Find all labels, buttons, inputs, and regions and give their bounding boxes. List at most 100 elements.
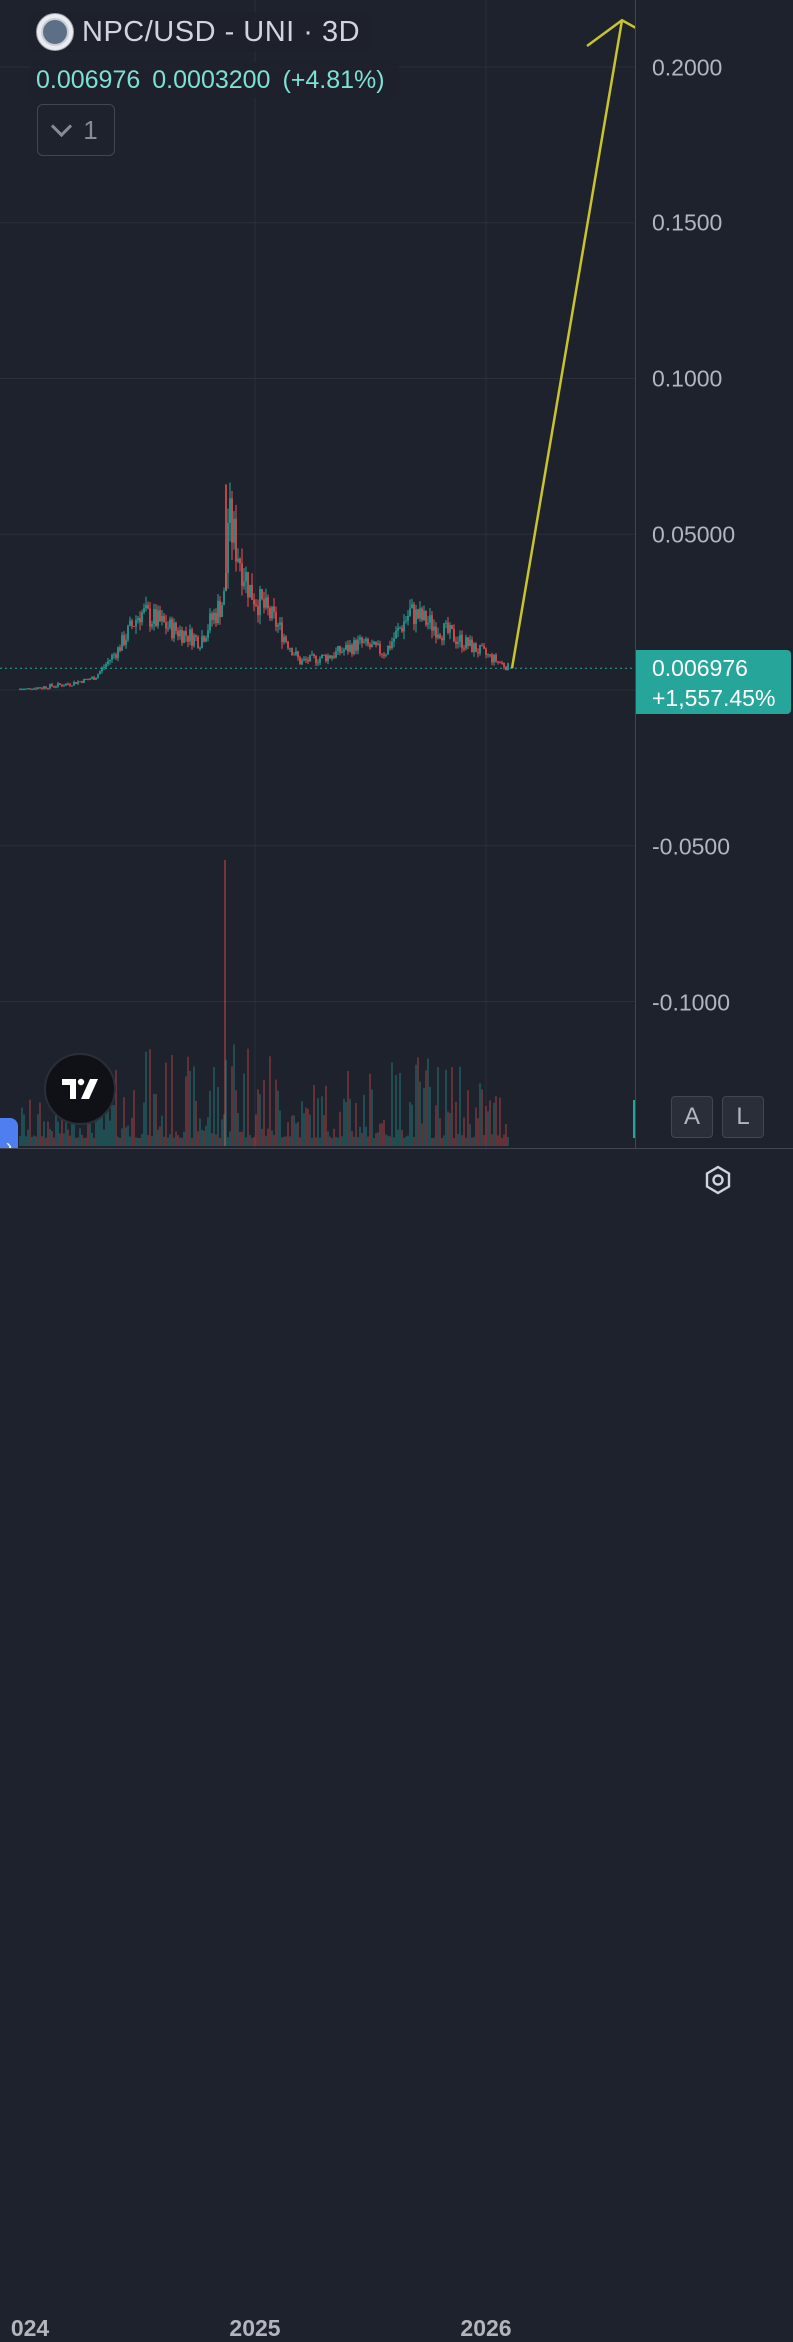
volume-bar bbox=[277, 1090, 279, 1146]
chevron-right-icon: › bbox=[6, 1135, 12, 1156]
volume-bar bbox=[177, 1135, 179, 1146]
candle-body bbox=[217, 600, 219, 623]
npc-token-logo bbox=[36, 13, 74, 51]
chart-canvas[interactable] bbox=[0, 0, 635, 1148]
candle-body bbox=[65, 683, 67, 686]
candle-body bbox=[115, 654, 117, 658]
tradingview-logo[interactable] bbox=[44, 1053, 116, 1125]
volume-bar bbox=[359, 1126, 361, 1146]
volume-bar bbox=[307, 1108, 309, 1146]
candle-body bbox=[161, 615, 163, 622]
volume-bar bbox=[55, 1097, 57, 1146]
volume-bar bbox=[19, 1136, 21, 1146]
candle-body bbox=[415, 609, 417, 624]
volume-bar bbox=[205, 1125, 207, 1146]
volume-bar bbox=[309, 1114, 311, 1146]
volume-bar bbox=[299, 1137, 301, 1146]
candle-body bbox=[165, 622, 167, 629]
candle-body bbox=[21, 689, 23, 691]
time-axis[interactable]: 024 2025 2026 bbox=[0, 1148, 793, 2341]
volume-bar bbox=[71, 1117, 73, 1146]
volume-bar bbox=[169, 1134, 171, 1146]
candle-body bbox=[271, 606, 273, 619]
candle-body bbox=[353, 640, 355, 654]
volume-bar bbox=[35, 1136, 37, 1146]
candle-body bbox=[349, 644, 351, 652]
candle-body bbox=[425, 610, 427, 625]
volume-bar bbox=[129, 1136, 131, 1146]
candle-body bbox=[263, 599, 265, 608]
volume-bar bbox=[201, 1129, 203, 1146]
candle-body bbox=[419, 608, 421, 619]
candle-body bbox=[93, 677, 95, 680]
volume-bar bbox=[465, 1137, 467, 1146]
volume-bar bbox=[225, 1060, 227, 1146]
candle-body bbox=[75, 682, 77, 684]
candle-body bbox=[367, 638, 369, 645]
candle-body bbox=[53, 686, 55, 688]
volume-bar bbox=[325, 1085, 327, 1146]
candle-body bbox=[499, 661, 501, 663]
candle-body bbox=[195, 635, 197, 637]
price-axis[interactable]: 0.2000 0.1500 0.1000 0.05000 -0.0500 -0.… bbox=[635, 0, 793, 1148]
volume-bar bbox=[57, 1121, 59, 1146]
volume-bar bbox=[157, 1129, 159, 1146]
volume-bar bbox=[405, 1136, 407, 1146]
volume-bar bbox=[45, 1137, 47, 1146]
chevron-down-icon bbox=[51, 115, 73, 137]
volume-bar bbox=[99, 1095, 101, 1146]
candle-body bbox=[375, 641, 377, 646]
candle-body bbox=[297, 651, 299, 658]
candle-body bbox=[465, 637, 467, 649]
candle-body bbox=[55, 686, 57, 688]
candle-body bbox=[141, 612, 143, 623]
candle-body bbox=[227, 522, 229, 573]
candle-body bbox=[37, 687, 39, 690]
candle-body bbox=[51, 684, 53, 687]
candle-body bbox=[45, 686, 47, 689]
settings-gear-icon[interactable] bbox=[703, 1165, 733, 1195]
candle-body bbox=[389, 645, 391, 649]
volume-bar bbox=[233, 1044, 235, 1146]
volume-bar bbox=[383, 1119, 385, 1146]
candle-body bbox=[281, 622, 283, 642]
volume-bar bbox=[387, 1135, 389, 1146]
log-scale-button[interactable]: L bbox=[722, 1096, 764, 1138]
volume-bar bbox=[485, 1106, 487, 1146]
volume-bar bbox=[257, 1089, 259, 1146]
auto-scale-button[interactable]: A bbox=[671, 1096, 713, 1138]
volume-bar bbox=[507, 1137, 509, 1146]
volume-bar bbox=[281, 1137, 283, 1146]
symbol-title[interactable]: NPC/USD - UNI · 3D bbox=[82, 15, 361, 48]
candle-body bbox=[283, 636, 285, 642]
volume-bar bbox=[191, 1137, 193, 1146]
candle-body bbox=[277, 624, 279, 627]
candle-body bbox=[199, 647, 201, 649]
chart-pane[interactable]: NPC/USD - UNI · 3D 0.006976 0.0003200 (+… bbox=[0, 0, 637, 1174]
volume-bar bbox=[81, 1134, 83, 1146]
candle-body bbox=[67, 683, 69, 685]
volume-bar bbox=[259, 1094, 261, 1146]
volume-bar bbox=[403, 1137, 405, 1146]
candle-body bbox=[305, 658, 307, 660]
candle-body bbox=[113, 654, 115, 656]
symbol-legend[interactable]: NPC/USD - UNI · 3D bbox=[30, 12, 371, 52]
change-percent: (+4.81%) bbox=[282, 65, 385, 94]
candle-body bbox=[507, 663, 509, 671]
volume-bar bbox=[165, 1062, 167, 1146]
volume-bar bbox=[111, 1099, 113, 1146]
indicators-collapse-button[interactable]: 1 bbox=[37, 104, 115, 156]
candle-body bbox=[385, 654, 387, 656]
volume-bar bbox=[419, 1081, 421, 1146]
candle-body bbox=[347, 644, 349, 652]
candle-body bbox=[99, 671, 101, 675]
candle-body bbox=[397, 627, 399, 631]
candle-body bbox=[413, 604, 415, 624]
volume-bar bbox=[211, 1133, 213, 1146]
volume-bar bbox=[125, 1127, 127, 1146]
volume-bar bbox=[249, 1135, 251, 1146]
candle-body bbox=[455, 641, 457, 644]
candle-body bbox=[181, 630, 183, 643]
change-value: 0.0003200 bbox=[152, 65, 271, 94]
volume-bar bbox=[311, 1137, 313, 1146]
